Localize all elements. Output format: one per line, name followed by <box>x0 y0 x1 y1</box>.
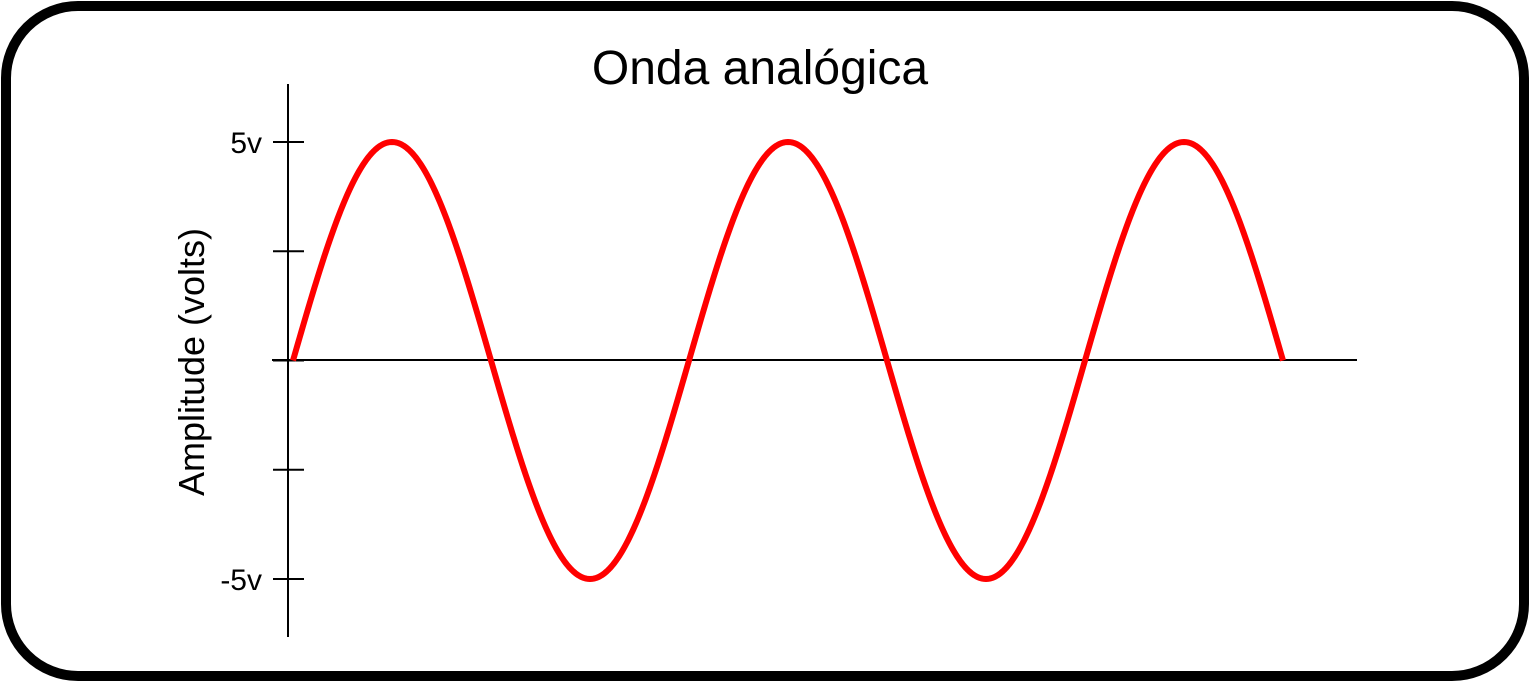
chart-title: Onda analógica <box>592 42 929 95</box>
analog-sine-wave <box>290 139 1286 582</box>
y-axis-label: Amplitude (volts) <box>171 228 212 496</box>
y-tick-label: -5v <box>220 564 262 597</box>
y-tick-labels: 5v -5v <box>220 127 262 597</box>
y-tick-label: 5v <box>230 127 262 160</box>
y-ticks <box>273 141 304 580</box>
